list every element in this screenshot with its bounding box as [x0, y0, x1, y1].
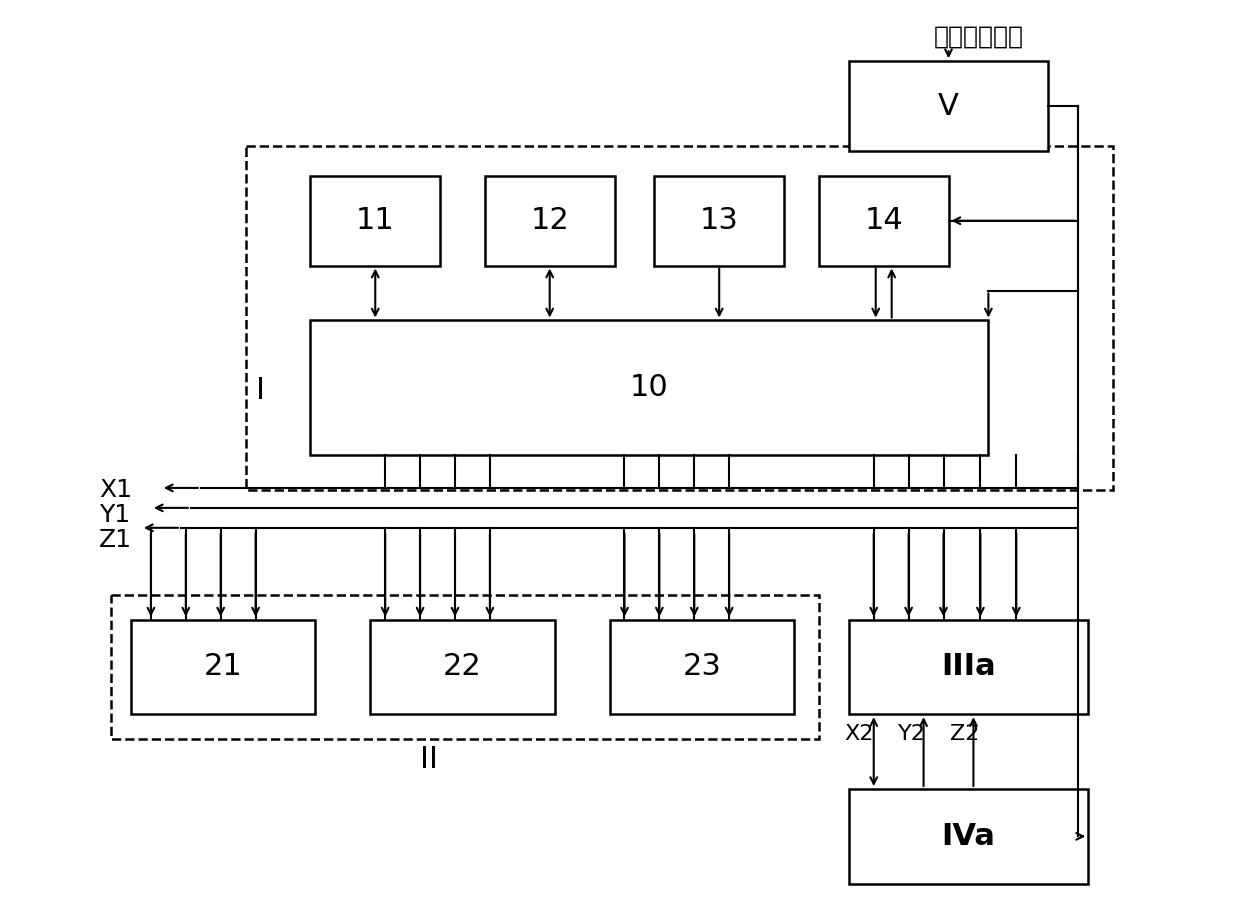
Bar — [819, 176, 949, 266]
Text: II: II — [420, 745, 439, 774]
Text: V: V — [938, 91, 959, 121]
Text: 22: 22 — [444, 653, 482, 681]
Bar — [849, 789, 1088, 883]
Bar — [311, 321, 989, 455]
Bar — [112, 595, 819, 739]
Text: IVa: IVa — [942, 822, 995, 851]
Text: 11: 11 — [356, 207, 394, 235]
Text: Y2: Y2 — [898, 724, 926, 744]
Bar — [370, 620, 555, 715]
Text: 21: 21 — [204, 653, 243, 681]
Text: 14: 14 — [865, 207, 903, 235]
Text: 23: 23 — [683, 653, 721, 681]
Bar — [610, 620, 794, 715]
Bar — [131, 620, 316, 715]
Bar — [849, 620, 1088, 715]
Bar — [849, 61, 1048, 151]
Bar — [311, 176, 440, 266]
Text: 外部电源接入: 外部电源接入 — [933, 24, 1023, 48]
Text: Z2: Z2 — [950, 724, 979, 744]
Bar — [654, 176, 784, 266]
Bar — [245, 146, 1113, 490]
Text: Y1: Y1 — [99, 502, 130, 526]
Text: I: I — [255, 375, 265, 405]
Bar — [484, 176, 615, 266]
Text: 10: 10 — [631, 373, 669, 402]
Text: X1: X1 — [99, 478, 133, 502]
Text: 12: 12 — [530, 207, 569, 235]
Text: 13: 13 — [700, 207, 738, 235]
Text: IIIa: IIIa — [942, 653, 996, 681]
Text: X2: X2 — [844, 724, 873, 744]
Text: Z1: Z1 — [99, 527, 133, 551]
